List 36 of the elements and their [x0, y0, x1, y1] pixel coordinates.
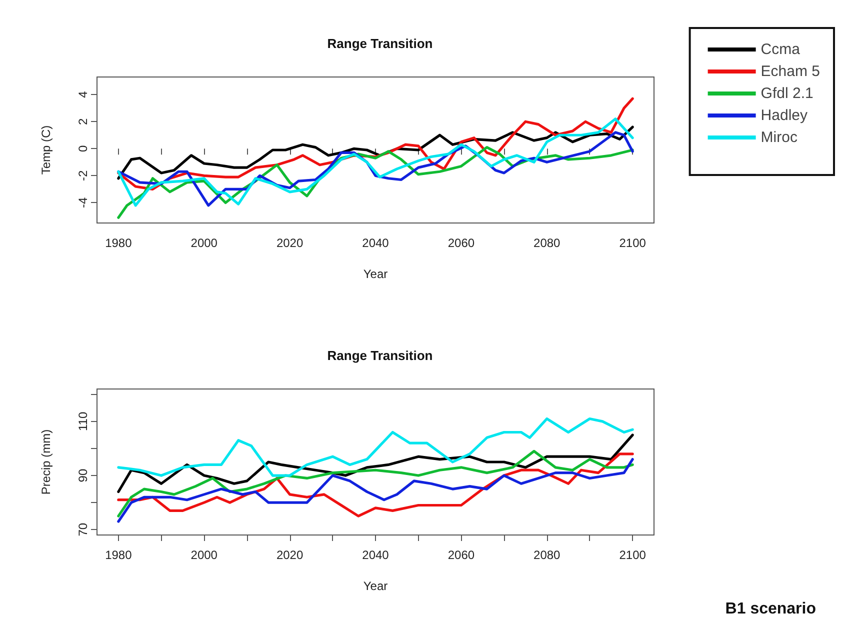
x-tick-label: 2000 [190, 236, 218, 250]
y-tick-label: -2 [76, 170, 90, 182]
y-tick-label: 90 [76, 468, 90, 482]
legend-label: Gfdl 2.1 [760, 85, 814, 102]
legend-label: Hadley [760, 107, 808, 124]
y-tick-label: 4 [76, 90, 90, 98]
x-tick-label: 2100 [619, 236, 646, 250]
x-tick-label: 1980 [105, 236, 132, 250]
y-tick-label: 110 [76, 412, 90, 432]
y-tick-label: 70 [76, 522, 90, 536]
x-tick-label: 2020 [276, 548, 304, 562]
x-tick-label: 2080 [534, 236, 561, 250]
x-tick-label: 2060 [448, 236, 475, 250]
chart-title: Range Transition [327, 348, 433, 363]
line-series [117, 417, 634, 477]
y-tick-label: 2 [76, 118, 90, 125]
y-axis-title: Precip (mm) [39, 429, 53, 495]
x-axis-title: Year [363, 579, 388, 593]
x-tick-label: 2060 [448, 548, 475, 562]
x-axis-title: Year [363, 267, 388, 281]
x-tick-label: 2020 [276, 236, 304, 250]
legend-label: Ccma [760, 41, 801, 58]
chart-title: Range Transition [327, 36, 433, 51]
x-tick-label: 2000 [190, 548, 218, 562]
x-tick-label: 2080 [534, 548, 561, 562]
y-axis-title: Temp (C) [39, 125, 53, 175]
x-tick-label: 2040 [362, 548, 390, 562]
text: B1 scenario [725, 600, 816, 618]
y-tick-label: 0 [76, 144, 90, 152]
y-tick-label: -4 [76, 197, 90, 208]
legend-label: Miroc [760, 129, 798, 146]
x-tick-label: 2040 [362, 236, 390, 250]
line-series [117, 118, 634, 207]
legend-label: Echam 5 [760, 63, 820, 80]
x-tick-label: 2100 [619, 548, 646, 562]
x-tick-label: 1980 [105, 548, 132, 562]
